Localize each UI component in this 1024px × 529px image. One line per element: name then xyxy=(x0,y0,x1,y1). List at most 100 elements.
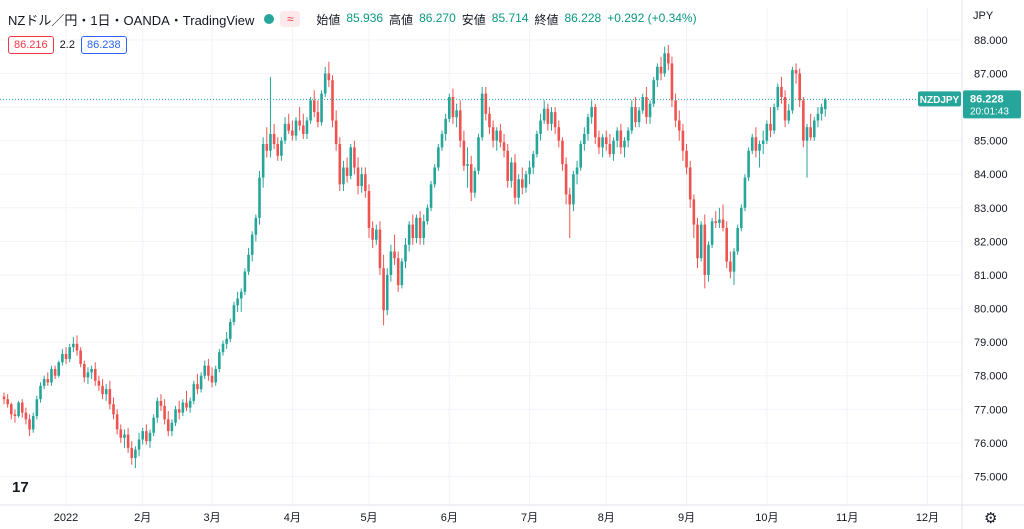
candle-body xyxy=(612,140,615,155)
candle xyxy=(79,347,82,368)
bid-price-button[interactable]: 86.216 xyxy=(8,36,54,54)
candle xyxy=(196,374,199,395)
candle-body xyxy=(181,402,185,413)
candle xyxy=(765,120,769,145)
candle xyxy=(802,96,805,148)
candle-body xyxy=(389,251,393,275)
x-tick-label: 10月 xyxy=(755,512,778,524)
y-tick-label: 83.000 xyxy=(974,203,1008,215)
candle xyxy=(688,160,692,208)
candle-body xyxy=(400,261,404,286)
candle xyxy=(703,214,707,289)
candle-body xyxy=(218,352,221,369)
candle xyxy=(663,46,666,77)
candle-body xyxy=(210,375,214,383)
candle xyxy=(458,100,462,148)
candle xyxy=(415,214,418,244)
candle-body xyxy=(57,362,61,376)
candle xyxy=(404,238,407,269)
candle xyxy=(488,107,491,134)
gear-icon[interactable]: ⚙ xyxy=(984,510,998,527)
candle-body xyxy=(42,379,46,386)
candle-body xyxy=(491,127,495,141)
candle-body xyxy=(243,271,247,292)
candle-body xyxy=(637,110,641,123)
candle xyxy=(90,365,93,380)
candle xyxy=(258,170,261,225)
candle-body xyxy=(115,414,119,430)
low-label: 安値 xyxy=(461,12,486,27)
candle-body xyxy=(269,133,272,151)
candle-body xyxy=(378,229,382,269)
candle xyxy=(83,360,86,383)
candle-body xyxy=(247,254,250,272)
candle xyxy=(575,160,579,185)
candle-body xyxy=(203,365,207,376)
candle xyxy=(192,380,196,405)
candle xyxy=(659,56,663,81)
x-tick-label: 8月 xyxy=(598,512,615,524)
candle xyxy=(411,214,415,245)
candle-body xyxy=(477,137,480,171)
candle xyxy=(484,86,488,121)
candle-body xyxy=(667,53,670,64)
candle xyxy=(604,130,608,151)
candle-body xyxy=(725,227,728,262)
candle-body xyxy=(250,234,254,255)
candle-body xyxy=(688,167,692,200)
candle xyxy=(294,117,298,141)
candle-body xyxy=(119,429,123,438)
candle xyxy=(61,348,64,366)
candle-body xyxy=(305,120,309,134)
candle xyxy=(626,127,630,148)
candle-body xyxy=(90,368,93,373)
candle xyxy=(630,100,634,134)
candle xyxy=(93,362,97,386)
candle-body xyxy=(309,100,312,121)
candle-body xyxy=(64,353,68,359)
candle xyxy=(166,410,170,437)
candle xyxy=(39,382,42,403)
ask-price-button[interactable]: 86.238 xyxy=(80,36,127,54)
candle xyxy=(491,120,495,148)
candle xyxy=(6,394,9,408)
candle xyxy=(229,318,232,343)
candle xyxy=(583,127,586,151)
candle xyxy=(550,107,553,131)
tradingview-logo-icon[interactable]: 17 xyxy=(12,479,29,496)
y-tick-label: 80.000 xyxy=(974,304,1008,316)
symbol-tag xyxy=(918,91,961,107)
candle xyxy=(619,123,623,155)
candle-body xyxy=(192,384,196,401)
candle-body xyxy=(221,343,225,353)
candle-body xyxy=(338,144,342,185)
candle-body xyxy=(320,93,323,123)
candle xyxy=(28,414,31,437)
candle-body xyxy=(535,133,539,155)
candle xyxy=(360,167,363,193)
candle-body xyxy=(382,268,385,311)
wave-icon[interactable]: ≈ xyxy=(280,11,301,27)
candle-body xyxy=(13,414,17,417)
candle-body xyxy=(462,140,466,166)
candle-body xyxy=(813,120,816,138)
candle xyxy=(750,133,754,155)
candle xyxy=(283,117,287,145)
candle xyxy=(203,360,207,380)
candle-body xyxy=(783,96,787,121)
candle xyxy=(506,144,509,188)
currency-label[interactable]: JPY xyxy=(973,10,994,22)
candle-body xyxy=(736,227,739,252)
candle xyxy=(798,68,801,108)
candle xyxy=(641,93,645,114)
candle-body xyxy=(809,127,812,138)
symbol-title[interactable]: NZドル／円・1日・OANDA・TradingView xyxy=(8,12,255,28)
candle xyxy=(331,75,334,128)
candle-body xyxy=(517,179,520,198)
candle xyxy=(291,120,294,141)
candle xyxy=(553,107,557,134)
candle-body xyxy=(415,217,418,239)
candle xyxy=(440,130,444,151)
